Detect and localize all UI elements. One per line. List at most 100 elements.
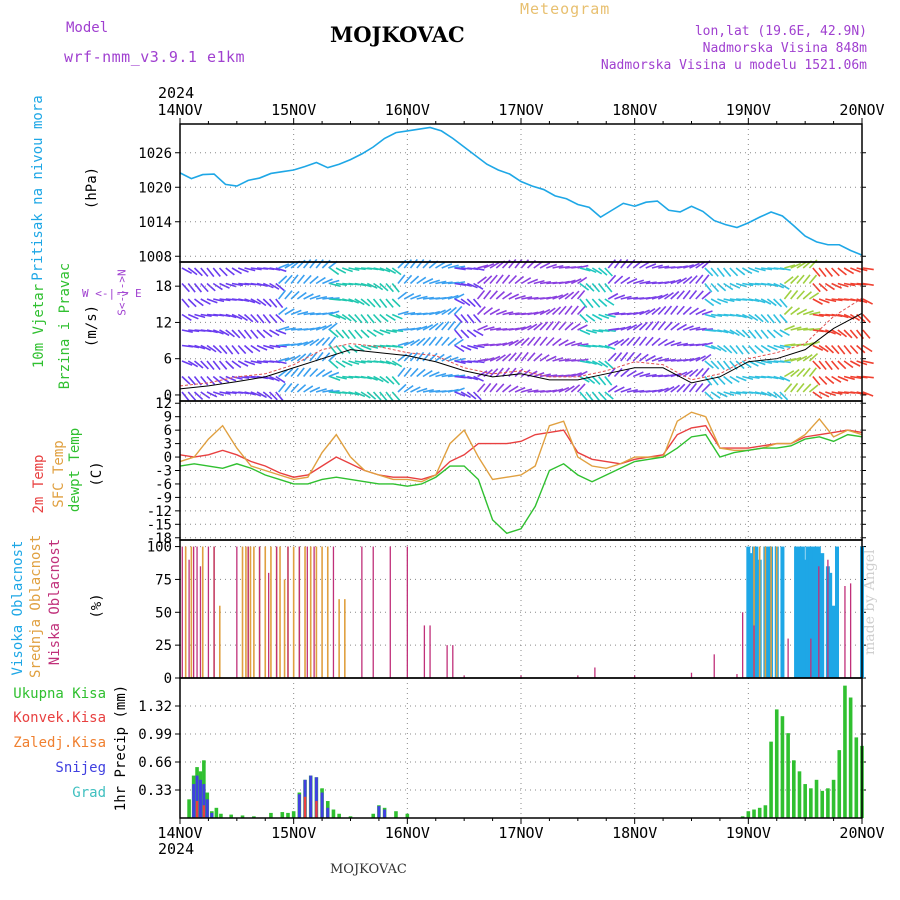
wind-arrow bbox=[379, 375, 390, 384]
wind-arrow bbox=[704, 313, 716, 319]
wind-arrow bbox=[639, 309, 650, 316]
wind-arrow bbox=[796, 261, 807, 269]
wind-arrow bbox=[434, 321, 444, 331]
wind-arrow bbox=[579, 391, 588, 401]
wind-arrow bbox=[604, 376, 613, 386]
wind-arrow bbox=[250, 313, 259, 324]
cloud-bar bbox=[181, 546, 183, 678]
wind-arrow bbox=[645, 373, 657, 378]
location-lonlat: lon,lat (19.6E, 42.9N) bbox=[694, 24, 867, 39]
cloud-bar bbox=[207, 546, 210, 678]
wind-arrow bbox=[269, 282, 280, 290]
wind-arrow bbox=[243, 344, 254, 354]
wind-arrow bbox=[366, 282, 378, 289]
wind-arrow bbox=[695, 383, 704, 393]
wind-arrow bbox=[428, 352, 438, 362]
wind-arrow bbox=[422, 324, 434, 331]
wind-arrow bbox=[651, 337, 661, 347]
wind-arrow bbox=[309, 368, 319, 378]
wind-arrow bbox=[321, 370, 333, 378]
wind-arrow bbox=[268, 391, 278, 401]
wind-arrow bbox=[476, 383, 486, 393]
wind-arrow bbox=[367, 375, 378, 381]
cloud-bar bbox=[775, 546, 778, 678]
cloud-bar bbox=[754, 546, 759, 678]
cloud-bar bbox=[766, 546, 771, 678]
wind-arrow bbox=[658, 357, 670, 362]
wind-arrow bbox=[360, 375, 372, 380]
wind-arrow bbox=[579, 267, 591, 272]
wind-arrow bbox=[657, 321, 666, 331]
cloud-bar bbox=[831, 605, 836, 678]
cloud-bar bbox=[746, 546, 751, 678]
wind-arrow bbox=[275, 298, 284, 309]
wind-arrow bbox=[754, 329, 763, 340]
wind-arrow bbox=[435, 372, 447, 378]
wind-arrow bbox=[206, 391, 218, 398]
wind-arrow bbox=[225, 344, 234, 355]
wind-arrow bbox=[290, 309, 302, 316]
wind-arrow bbox=[342, 375, 354, 379]
cloud-bar bbox=[275, 546, 278, 678]
wind-arrow bbox=[577, 370, 588, 378]
ytick-label: 9 bbox=[164, 410, 172, 426]
wind-arrow bbox=[250, 298, 261, 305]
wind-arrow bbox=[354, 298, 365, 306]
wind-arrow bbox=[250, 344, 261, 353]
wind-arrow bbox=[723, 344, 733, 354]
wind-arrow bbox=[219, 298, 231, 302]
wind-arrow bbox=[502, 384, 512, 393]
wind-arrow bbox=[598, 267, 608, 276]
wind-arrow bbox=[577, 276, 588, 285]
wind-arrow bbox=[533, 279, 545, 285]
wind-arrow bbox=[495, 291, 505, 300]
wind-arrow bbox=[200, 267, 209, 277]
wind-arrow bbox=[290, 274, 299, 284]
precip-bar bbox=[214, 807, 219, 818]
wind-arrow bbox=[335, 375, 347, 380]
cloud-bar bbox=[188, 559, 190, 678]
wind-arrow bbox=[651, 264, 663, 269]
precip-bar bbox=[210, 812, 214, 818]
wind-arrow bbox=[779, 375, 791, 382]
wind-arrow bbox=[473, 375, 484, 382]
wind-arrow bbox=[297, 311, 309, 316]
wind-arrow bbox=[269, 267, 281, 271]
wind-arrow bbox=[645, 321, 654, 331]
wind-arrow bbox=[843, 282, 856, 287]
wind-arrow bbox=[514, 258, 523, 269]
wind-arrow bbox=[315, 325, 327, 331]
wind-arrow bbox=[779, 391, 789, 401]
wind-arrow bbox=[796, 274, 805, 285]
wind-arrow bbox=[181, 329, 193, 333]
wind-arrow bbox=[620, 276, 631, 285]
wind-arrow bbox=[379, 329, 391, 335]
wind-arrow bbox=[664, 358, 676, 362]
wind-arrow bbox=[200, 344, 212, 351]
wind-arrow bbox=[639, 280, 651, 285]
wind-arrow bbox=[213, 391, 224, 397]
xtick-label-top: 14NOV bbox=[157, 101, 202, 119]
xtick-label-bottom: 17NOV bbox=[498, 824, 543, 842]
wind-arrow bbox=[460, 298, 471, 307]
wind-arrow bbox=[607, 352, 617, 362]
wind-arrow bbox=[454, 329, 463, 339]
wind-arrow bbox=[546, 263, 557, 269]
wind-arrow bbox=[539, 336, 548, 347]
wind-arrow bbox=[379, 282, 389, 292]
wind-arrow bbox=[372, 313, 382, 324]
wind-arrow bbox=[460, 282, 472, 288]
wind-arrow bbox=[527, 311, 539, 316]
wind-arrow bbox=[194, 298, 204, 307]
wind-arrow bbox=[379, 267, 391, 273]
wind-arrow bbox=[262, 391, 273, 400]
wind-arrow bbox=[539, 262, 551, 269]
wind-arrow bbox=[441, 296, 453, 300]
wind-arrow bbox=[604, 329, 616, 332]
wind-arrow bbox=[704, 391, 714, 401]
wind-arrow bbox=[454, 360, 466, 365]
wind-arrow bbox=[508, 339, 519, 347]
wind-arrow bbox=[808, 367, 817, 377]
wind-arrow bbox=[824, 344, 835, 354]
wind-arrow bbox=[508, 385, 519, 393]
